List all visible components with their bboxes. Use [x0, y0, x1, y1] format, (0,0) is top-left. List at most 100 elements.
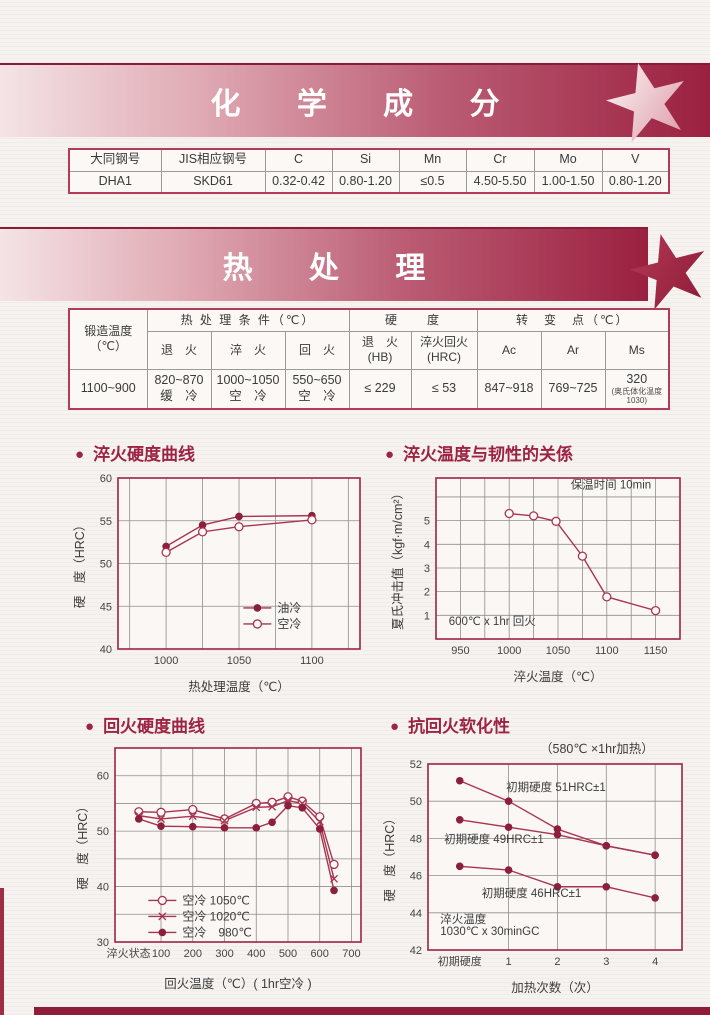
header-cell: Ms	[604, 330, 670, 370]
svg-text:1100: 1100	[300, 655, 324, 667]
ms-value: 320	[626, 372, 648, 387]
header-cell: 退 火 (HB)	[348, 330, 412, 370]
svg-text:100: 100	[152, 948, 170, 960]
header-cell: 转 变 点（℃）	[476, 308, 670, 332]
svg-text:初期硬度 49HRC±1: 初期硬度 49HRC±1	[444, 832, 544, 846]
header-cell: Ac	[476, 330, 542, 370]
svg-text:2: 2	[424, 587, 430, 599]
svg-text:初期硬度 51HRC±1: 初期硬度 51HRC±1	[506, 780, 606, 794]
svg-text:保温时间 10min: 保温时间 10min	[571, 478, 652, 492]
chemical-composition-banner: 化 学 成 分	[0, 63, 710, 143]
header-cell: Mn	[398, 148, 467, 172]
temper-hardness-chart: 淬火状态 100 200 300 400 500 600 700 30 40 50 60 回火温度（℃）…	[75, 747, 362, 991]
svg-text:硬 度（HRC）: 硬 度（HRC）	[75, 800, 90, 890]
section-title-text: 回火硬度曲线	[103, 717, 206, 736]
svg-text:45: 45	[100, 601, 112, 613]
svg-text:500: 500	[279, 948, 297, 960]
svg-text:空冷 980℃: 空冷 980℃	[182, 925, 252, 939]
section-title-text: 淬火温度与韧性的关係	[403, 445, 574, 464]
temper-softening-chart: 初期硬度 1 2 3 4 42 44 46 48 50 52 加热次数（次） 硬 度（HRC） 初期硬度 …	[382, 759, 683, 995]
svg-text:50: 50	[410, 796, 422, 808]
bullet-icon: ●	[85, 718, 95, 735]
data-cell: 0.32-0.42	[264, 170, 333, 194]
header-cell: 硬 度	[348, 308, 478, 332]
data-cell: ≤ 53	[410, 368, 478, 410]
svg-text:200: 200	[184, 948, 202, 960]
data-cell: ≤0.5	[398, 170, 467, 194]
svg-text:600℃ x 1hr 回火: 600℃ x 1hr 回火	[449, 615, 537, 628]
header-cell: 锻造温度 （℃）	[68, 308, 148, 370]
svg-text:55: 55	[100, 516, 112, 528]
svg-text:淬火状态: 淬火状态	[107, 946, 151, 960]
banner-title: 化 学 成 分	[210, 88, 524, 121]
svg-text:1000: 1000	[497, 645, 521, 657]
svg-text:初期硬度: 初期硬度	[438, 954, 482, 968]
banner-title: 热 处 理	[222, 252, 450, 285]
svg-text:52: 52	[410, 759, 422, 771]
data-cell: 0.80-1.20	[331, 170, 400, 194]
header-cell: 淬火回火 (HRC)	[410, 330, 478, 370]
svg-text:5: 5	[424, 516, 430, 528]
heat-treatment-table: 锻造温度 （℃） 热 处 理 条 件（℃） 硬 度 转 变 点（℃） 退 火 淬…	[68, 308, 671, 410]
svg-text:1100: 1100	[595, 645, 619, 657]
svg-text:3: 3	[603, 956, 609, 968]
svg-text:40: 40	[100, 644, 112, 656]
ms-note: (奥氏体化温度 1030)	[611, 386, 663, 405]
svg-text:1050: 1050	[546, 645, 570, 657]
section-title-quench-toughness: ● 淬火温度与韧性的关係	[385, 440, 573, 465]
svg-text:1050: 1050	[227, 655, 251, 667]
data-cell: 769~725	[540, 368, 606, 410]
svg-text:400: 400	[247, 948, 265, 960]
header-cell: 大同钢号	[68, 148, 162, 172]
table-row: 大同钢号 JIS相应钢号 C Si Mn Cr Mo V	[68, 148, 670, 172]
header-cell: C	[264, 148, 333, 172]
data-cell: 820~870 缓 冷	[146, 368, 212, 410]
chemical-composition-table: 大同钢号 JIS相应钢号 C Si Mn Cr Mo V DHA1 SKD61 …	[68, 148, 670, 194]
svg-text:1: 1	[424, 610, 430, 622]
header-cell: Mo	[533, 148, 603, 172]
svg-text:淬火温度: 淬火温度	[440, 912, 486, 926]
svg-text:油冷: 油冷	[277, 601, 301, 615]
data-cell: 1100~900	[68, 368, 148, 410]
bullet-icon: ●	[390, 718, 400, 735]
header-cell: 热 处 理 条 件（℃）	[146, 308, 350, 332]
section-title-temper-hardness: ● 回火硬度曲线	[85, 712, 205, 737]
table-row: 1100~900 820~870 缓 冷 1000~1050 空 冷 550~6…	[68, 368, 670, 410]
data-cell: 0.80-1.20	[601, 170, 670, 194]
svg-text:1000: 1000	[154, 655, 178, 667]
data-cell: 320 (奥氏体化温度 1030)	[604, 368, 670, 410]
bullet-icon: ●	[385, 446, 395, 463]
header-cell: 回 火	[284, 330, 350, 370]
svg-text:40: 40	[97, 882, 109, 894]
svg-text:空冷 1020℃: 空冷 1020℃	[182, 909, 250, 923]
svg-text:42: 42	[410, 945, 422, 957]
svg-text:硬 度（HRC）: 硬 度（HRC）	[382, 812, 397, 902]
data-cell: ≤ 229	[348, 368, 412, 410]
svg-text:48: 48	[410, 833, 422, 845]
page-bottom-bar	[34, 1007, 710, 1015]
svg-text:4: 4	[652, 956, 658, 968]
table-row: 退 火 淬 火 回 火 退 火 (HB) 淬火回火 (HRC) Ac Ar Ms	[69, 330, 670, 370]
header-cell: 退 火	[146, 330, 212, 370]
svg-text:初期硬度 46HRC±1: 初期硬度 46HRC±1	[482, 886, 582, 900]
data-cell: 1000~1050 空 冷	[210, 368, 286, 410]
section-title-text: 抗回火软化性	[408, 717, 511, 736]
svg-text:回火温度（℃）( 1hr空冷 ): 回火温度（℃）( 1hr空冷 )	[164, 976, 311, 991]
header-cell: JIS相应钢号	[160, 148, 266, 172]
svg-text:1030℃ x 30minGC: 1030℃ x 30minGC	[440, 926, 539, 938]
svg-text:950: 950	[451, 645, 469, 657]
data-cell: SKD61	[160, 170, 266, 194]
header-cell: 淬 火	[210, 330, 286, 370]
data-cell: 1.00-1.50	[533, 170, 603, 194]
data-cell: DHA1	[68, 170, 162, 194]
table-row: 锻造温度 （℃） 热 处 理 条 件（℃） 硬 度 转 变 点（℃）	[68, 308, 670, 370]
heat-treatment-banner: 热 处 理	[0, 227, 648, 301]
svg-text:60: 60	[97, 771, 109, 783]
star-icon	[629, 233, 705, 310]
header-cell: Ar	[540, 330, 606, 370]
svg-text:空冷: 空冷	[277, 617, 301, 631]
svg-text:30: 30	[97, 937, 109, 949]
svg-text:热处理温度（℃）: 热处理温度（℃）	[188, 679, 290, 694]
header-cell: Cr	[465, 148, 535, 172]
